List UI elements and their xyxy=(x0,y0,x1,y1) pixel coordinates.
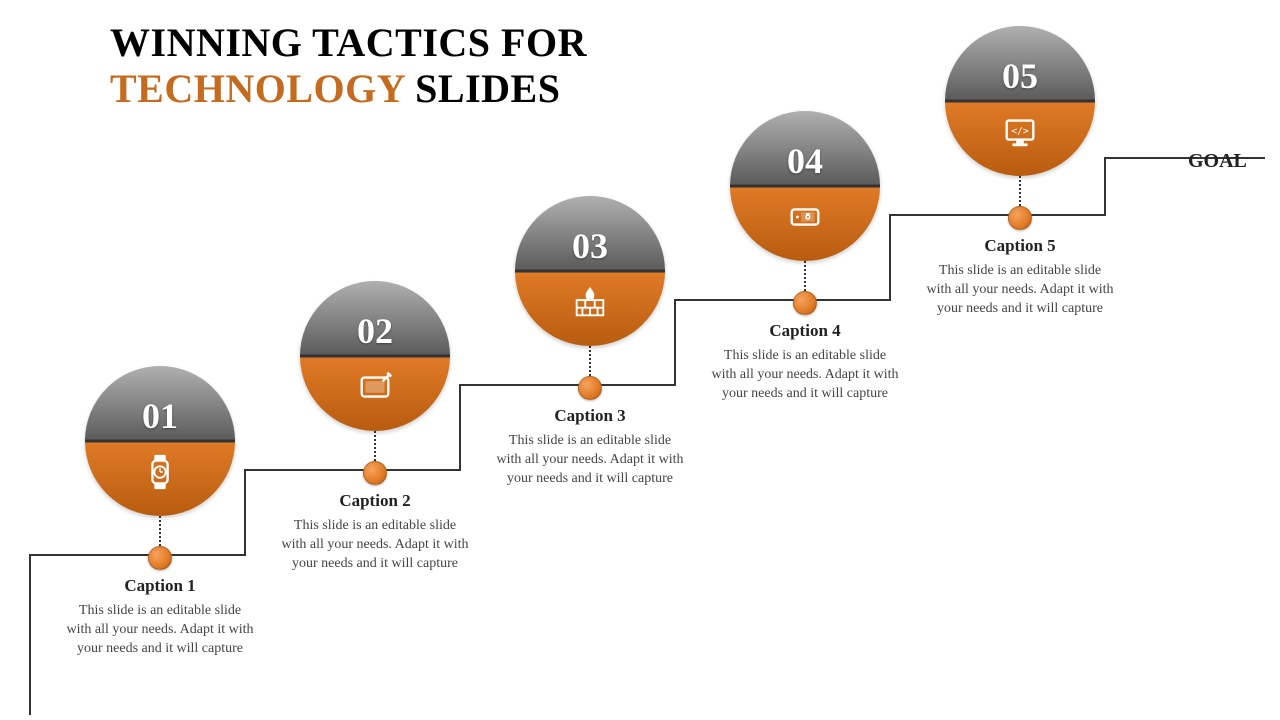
caption-title: Caption 2 xyxy=(280,491,470,511)
step-marker xyxy=(363,461,387,485)
watch-icon xyxy=(141,453,179,491)
step-caption-4: Caption 4 This slide is an editable slide… xyxy=(710,321,900,404)
step-marker xyxy=(578,376,602,400)
goal-label: GOAL xyxy=(1188,150,1247,173)
caption-body: This slide is an editable slide with all… xyxy=(280,517,470,574)
caption-body: This slide is an editable slide with all… xyxy=(65,602,255,659)
step-marker xyxy=(148,546,172,570)
connector-dots xyxy=(159,516,161,546)
caption-body: This slide is an editable slide with all… xyxy=(495,432,685,489)
firewall-icon xyxy=(571,283,609,321)
step-caption-5: Caption 5 This slide is an editable slide… xyxy=(925,236,1115,319)
step-circle-5: 05 </> xyxy=(945,26,1095,176)
step-caption-2: Caption 2 This slide is an editable slide… xyxy=(280,491,470,574)
step-circle-4: 04 xyxy=(730,111,880,261)
step-marker xyxy=(793,291,817,315)
step-circle-1: 01 xyxy=(85,366,235,516)
caption-title: Caption 4 xyxy=(710,321,900,341)
step-number: 05 xyxy=(1002,55,1038,97)
connector-dots xyxy=(374,431,376,461)
step-caption-3: Caption 3 This slide is an editable slide… xyxy=(495,406,685,489)
phone-icon xyxy=(786,198,824,236)
step-circle-2: 02 xyxy=(300,281,450,431)
diagram-stage: 01 Caption 1 This slide is an editable sli… xyxy=(0,0,1280,720)
step-circle-3: 03 xyxy=(515,196,665,346)
tablet-icon xyxy=(356,368,394,406)
caption-title: Caption 5 xyxy=(925,236,1115,256)
connector-dots xyxy=(1019,176,1021,206)
step-marker xyxy=(1008,206,1032,230)
caption-body: This slide is an editable slide with all… xyxy=(925,262,1115,319)
connector-dots xyxy=(804,261,806,291)
step-number: 01 xyxy=(142,395,178,437)
caption-title: Caption 1 xyxy=(65,576,255,596)
step-number: 04 xyxy=(787,140,823,182)
connector-dots xyxy=(589,346,591,376)
step-number: 03 xyxy=(572,225,608,267)
step-number: 02 xyxy=(357,310,393,352)
svg-text:</>: </> xyxy=(1011,126,1028,137)
step-caption-1: Caption 1 This slide is an editable slide… xyxy=(65,576,255,659)
caption-title: Caption 3 xyxy=(495,406,685,426)
monitor-icon: </> xyxy=(1001,113,1039,151)
caption-body: This slide is an editable slide with all… xyxy=(710,347,900,404)
